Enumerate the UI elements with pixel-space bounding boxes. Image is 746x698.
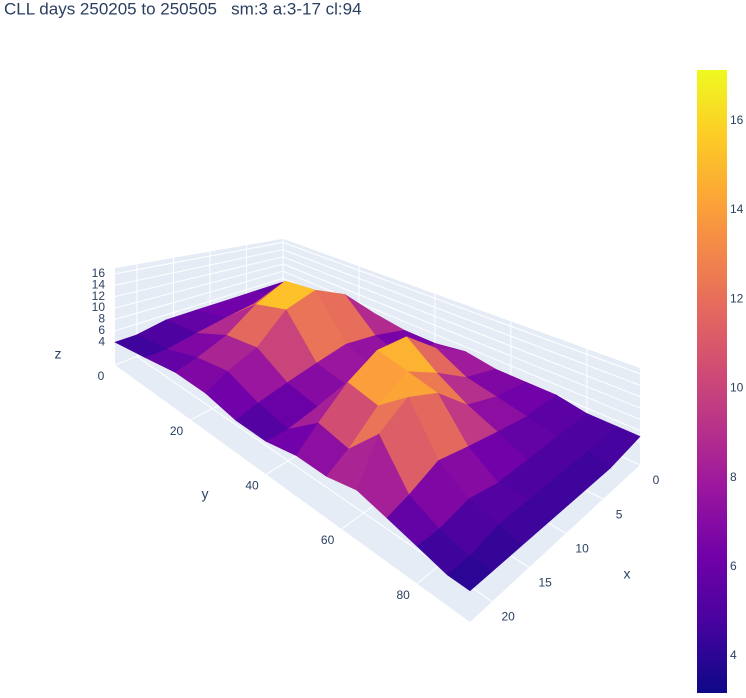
z-tick-label: 8 [98, 312, 105, 326]
z-tick-label: 6 [98, 323, 105, 337]
x-tick-label: 15 [538, 576, 552, 590]
z-axis-title: z [55, 346, 62, 362]
grid-line [114, 270, 284, 320]
colorbar-tick-label: 14 [730, 202, 744, 216]
x-tick-label: 20 [501, 610, 515, 624]
grid-line [282, 249, 641, 386]
z-tick-label: 10 [92, 300, 106, 314]
y-tick-label: 0 [98, 369, 105, 383]
y-tick-label: 40 [245, 479, 259, 493]
x-tick-label: 0 [653, 473, 660, 487]
chart-title: CLL days 250205 to 250505 sm:3 a:3-17 cl… [4, 0, 362, 18]
surface-cell [446, 555, 493, 592]
y-tick-label: 60 [321, 533, 335, 547]
colorbar-tick-label: 16 [730, 113, 744, 127]
y-tick-label: 80 [396, 588, 410, 602]
x-axis-title: x [624, 566, 631, 582]
grid-line [114, 241, 284, 275]
grid-line [114, 249, 284, 286]
y-axis-title: y [202, 486, 209, 502]
grid-line [114, 277, 284, 332]
grid-line [282, 241, 641, 375]
z-tick-label: 4 [98, 334, 105, 348]
z-tick-label: 16 [92, 266, 106, 280]
x-tick-label: 5 [616, 507, 623, 521]
grid-line [282, 263, 641, 409]
z-tick-label: 14 [92, 277, 106, 291]
colorbar-tick-label: 6 [730, 559, 737, 573]
x-tick-label: 10 [575, 541, 589, 555]
colorbar-tick-label: 8 [730, 470, 737, 484]
grid-line [114, 263, 284, 309]
colorbar [697, 70, 727, 693]
colorbar-tick-label: 4 [730, 648, 737, 662]
grid-line [114, 256, 284, 298]
grid-line [282, 256, 641, 398]
z-tick-label: 12 [92, 289, 106, 303]
colorbar-tick-label: 12 [730, 291, 744, 305]
colorbar-tick-label: 10 [730, 381, 744, 395]
y-tick-label: 20 [170, 424, 184, 438]
